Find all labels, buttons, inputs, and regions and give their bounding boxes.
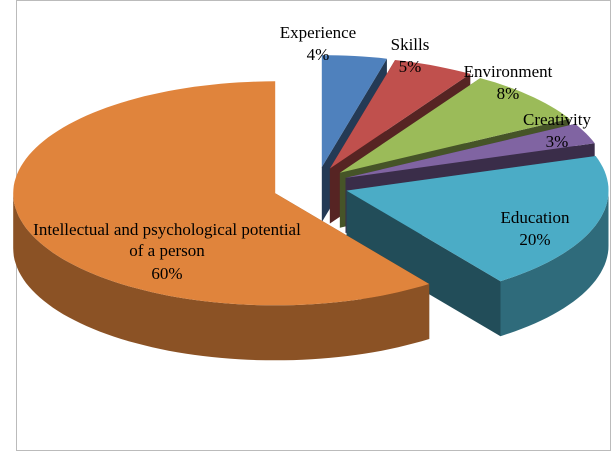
- slice: [321, 55, 387, 168]
- data-label-name: Environment: [463, 62, 553, 81]
- slice: [346, 156, 609, 282]
- data-label-name: Experience: [279, 23, 357, 42]
- data-label-value: 3%: [545, 132, 569, 151]
- slice: [345, 123, 595, 178]
- slice: [339, 78, 570, 173]
- data-label-name: Intellectual and psychological potential…: [33, 220, 301, 260]
- data-label-value: 60%: [151, 264, 183, 283]
- data-label-value: 4%: [306, 45, 330, 64]
- data-label-value: 5%: [398, 57, 422, 76]
- slice-side: [346, 190, 501, 337]
- data-label-value: 20%: [519, 230, 551, 249]
- data-label-name: Education: [500, 208, 570, 227]
- slice-side: [13, 193, 430, 361]
- data-label-name: Creativity: [523, 110, 591, 129]
- slice: [329, 60, 471, 169]
- data-label-value: 8%: [496, 84, 520, 103]
- data-label-name: Skills: [390, 35, 430, 54]
- slice-side: [500, 190, 609, 337]
- slice: [13, 81, 430, 306]
